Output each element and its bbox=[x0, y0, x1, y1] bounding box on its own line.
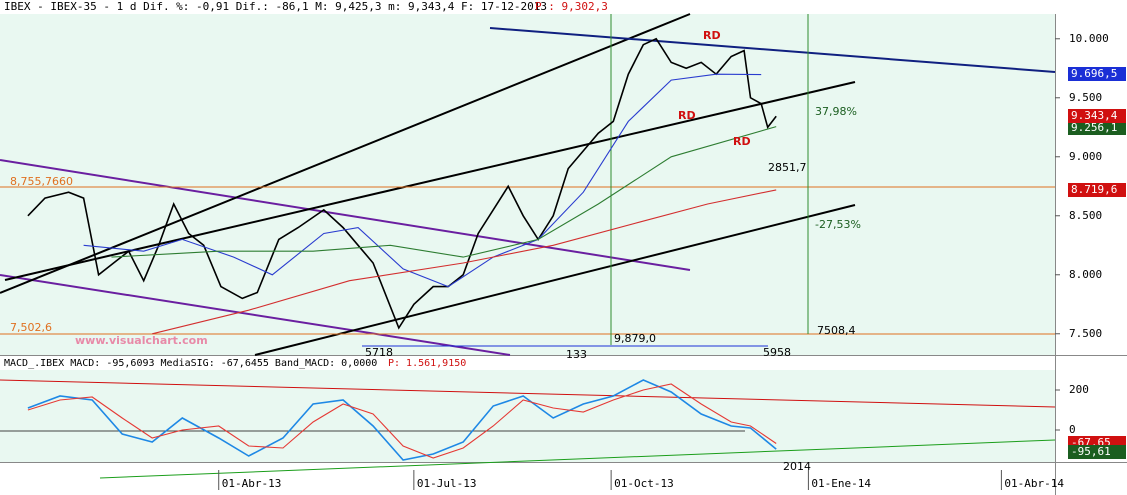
trendline bbox=[99, 439, 1056, 479]
series-line bbox=[83, 73, 762, 288]
axis-box bbox=[1068, 183, 1126, 197]
x-tick-label: 01-Abr-14 bbox=[1004, 477, 1064, 490]
axis-box bbox=[1068, 67, 1126, 81]
y-tick-label: 8.500 bbox=[1069, 209, 1102, 222]
trendline bbox=[0, 379, 1056, 408]
axis-box-label: 8.719,6 bbox=[1071, 183, 1117, 196]
trendline bbox=[254, 204, 856, 356]
y-tick-label: 9.000 bbox=[1069, 150, 1102, 163]
y-tick-label: 7.500 bbox=[1069, 327, 1102, 340]
x-tick-label: 01-Abr-13 bbox=[222, 477, 282, 490]
series-line bbox=[27, 383, 777, 459]
annotation: -27,53% bbox=[815, 218, 861, 231]
annotation: RD bbox=[703, 29, 721, 42]
annotation: 2851,7 bbox=[768, 161, 807, 174]
y-tick-label: 9.500 bbox=[1069, 91, 1102, 104]
y-tick-label: 8.000 bbox=[1069, 268, 1102, 281]
header-title: IBEX - IBEX-35 - 1 d Dif. %: -0,91 Dif.:… bbox=[4, 0, 547, 13]
annotation: 37,98% bbox=[815, 105, 857, 118]
x-tick-label: 01-Oct-13 bbox=[614, 477, 674, 490]
axis-box-label: 9.696,5 bbox=[1071, 67, 1117, 80]
annotation: 7,502,6 bbox=[10, 321, 52, 334]
axis-box bbox=[1068, 445, 1126, 459]
axis-box bbox=[1068, 121, 1126, 135]
price-panel bbox=[0, 14, 1055, 355]
trendline bbox=[0, 274, 511, 356]
series-line bbox=[27, 379, 777, 461]
trendline bbox=[0, 13, 691, 294]
axis-box-label: -95,61 bbox=[1071, 445, 1111, 458]
annotation: RD bbox=[733, 135, 751, 148]
axis-box bbox=[1068, 109, 1126, 123]
annotation: 9,879,0 bbox=[614, 332, 656, 345]
x-tick-label: 01-Ene-14 bbox=[811, 477, 871, 490]
x-tick-label: 01-Jul-13 bbox=[417, 477, 477, 490]
axis-box-label: 9.343,4 bbox=[1071, 109, 1118, 122]
y-tick-label: 0 bbox=[1069, 423, 1076, 436]
trendline bbox=[0, 159, 691, 271]
trendline bbox=[4, 81, 856, 281]
annotation: www.visualchart.com bbox=[75, 334, 208, 347]
header-price: P : 9,302,3 bbox=[535, 0, 608, 13]
macd-header-price: P: 1.561,9150 bbox=[388, 358, 466, 369]
annotation: RD bbox=[678, 109, 696, 122]
annotation: 7508,4 bbox=[817, 324, 856, 337]
macd-header: MACD_.IBEX MACD: -95,6093 MediaSIG: -67,… bbox=[4, 358, 377, 369]
y-tick-label: 200 bbox=[1069, 383, 1089, 396]
series-line bbox=[111, 126, 777, 258]
trendlines bbox=[0, 13, 1056, 479]
annotation: 5718 bbox=[365, 346, 393, 359]
y-tick-label: 10.000 bbox=[1069, 32, 1109, 45]
annotation: 2014 bbox=[783, 460, 811, 473]
annotation: 133 bbox=[566, 348, 587, 361]
trendline bbox=[489, 27, 1056, 73]
annotation: 8,755,7660 bbox=[10, 175, 73, 188]
annotation: 5958 bbox=[763, 346, 791, 359]
series-line bbox=[152, 189, 777, 335]
axis-box-label: 9.256,1 bbox=[1071, 121, 1117, 134]
